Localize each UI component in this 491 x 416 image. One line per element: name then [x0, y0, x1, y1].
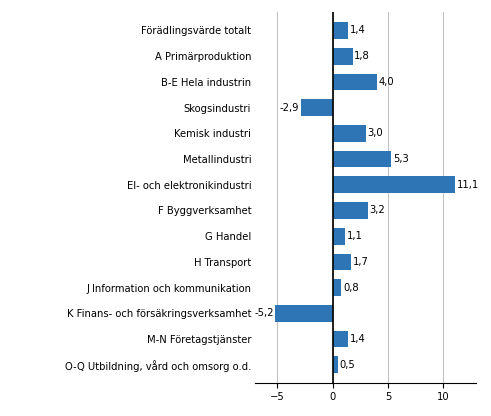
Text: 3,2: 3,2 [370, 206, 385, 215]
Text: 1,8: 1,8 [354, 51, 370, 61]
Bar [333, 125, 366, 142]
Bar [333, 331, 348, 347]
Text: 1,4: 1,4 [350, 25, 365, 35]
Text: 3,0: 3,0 [367, 128, 383, 139]
Text: -2,9: -2,9 [279, 103, 299, 113]
Text: 4,0: 4,0 [379, 77, 394, 87]
Bar [333, 48, 353, 64]
Bar [333, 151, 391, 167]
Text: 5,3: 5,3 [393, 154, 409, 164]
Text: 0,5: 0,5 [340, 360, 355, 370]
Bar [333, 279, 342, 296]
Bar [333, 357, 338, 373]
Text: 1,7: 1,7 [353, 257, 369, 267]
Bar [333, 176, 455, 193]
Text: -5,2: -5,2 [254, 308, 273, 318]
Text: 1,4: 1,4 [350, 334, 365, 344]
Bar [275, 305, 333, 322]
Bar [333, 253, 352, 270]
Bar [333, 228, 345, 245]
Bar [300, 99, 333, 116]
Bar [333, 22, 348, 39]
Text: 1,1: 1,1 [347, 231, 362, 241]
Text: 11,1: 11,1 [457, 180, 479, 190]
Bar [333, 74, 377, 90]
Text: 0,8: 0,8 [343, 282, 359, 292]
Bar [333, 202, 368, 219]
